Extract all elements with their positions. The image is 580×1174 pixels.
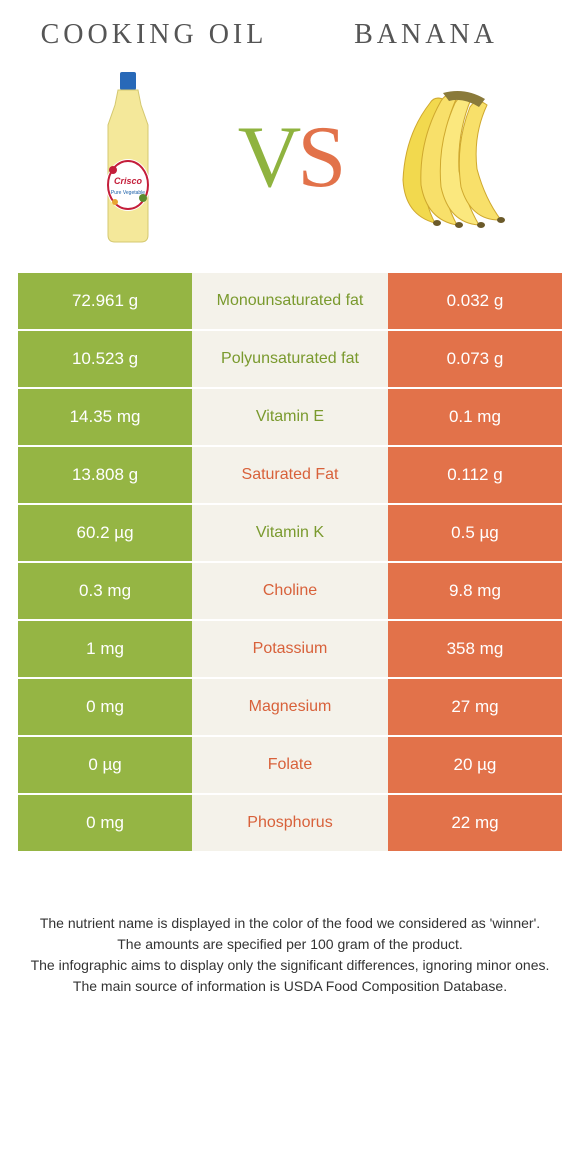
left-value: 0 mg	[18, 795, 192, 851]
right-value: 0.112 g	[388, 447, 562, 503]
right-value: 27 mg	[388, 679, 562, 735]
right-value: 358 mg	[388, 621, 562, 677]
nutrient-label: Polyunsaturated fat	[192, 331, 388, 387]
left-value: 72.961 g	[18, 273, 192, 329]
nutrient-label: Monounsaturated fat	[192, 273, 388, 329]
left-food-title: Cooking oil	[18, 20, 290, 51]
right-value: 0.5 µg	[388, 505, 562, 561]
footer-line-1: The nutrient name is displayed in the co…	[28, 913, 552, 934]
left-image-box: Crisco Pure Vegetable	[18, 63, 238, 253]
table-row: 0 µgFolate20 µg	[18, 737, 562, 793]
right-value: 20 µg	[388, 737, 562, 793]
left-value: 13.808 g	[18, 447, 192, 503]
nutrient-label: Vitamin K	[192, 505, 388, 561]
vs-s: S	[297, 109, 342, 206]
table-row: 14.35 mgVitamin E0.1 mg	[18, 389, 562, 445]
svg-text:Crisco: Crisco	[114, 176, 143, 186]
banana-icon	[375, 85, 530, 230]
table-row: 0 mgMagnesium27 mg	[18, 679, 562, 735]
left-value: 0 mg	[18, 679, 192, 735]
right-title-col: Banana	[290, 20, 562, 51]
left-value: 10.523 g	[18, 331, 192, 387]
nutrient-label: Potassium	[192, 621, 388, 677]
left-value: 14.35 mg	[18, 389, 192, 445]
table-row: 0.3 mgCholine9.8 mg	[18, 563, 562, 619]
right-value: 22 mg	[388, 795, 562, 851]
table-row: 72.961 gMonounsaturated fat0.032 g	[18, 273, 562, 329]
footer-line-3: The infographic aims to display only the…	[28, 955, 552, 976]
right-value: 0.1 mg	[388, 389, 562, 445]
nutrient-label: Saturated Fat	[192, 447, 388, 503]
left-value: 0 µg	[18, 737, 192, 793]
images-row: Crisco Pure Vegetable VS	[18, 63, 562, 253]
footer-line-4: The main source of information is USDA F…	[28, 976, 552, 997]
nutrient-label: Phosphorus	[192, 795, 388, 851]
right-value: 9.8 mg	[388, 563, 562, 619]
table-row: 13.808 gSaturated Fat0.112 g	[18, 447, 562, 503]
nutrient-table: 72.961 gMonounsaturated fat0.032 g10.523…	[18, 271, 562, 853]
table-row: 60.2 µgVitamin K0.5 µg	[18, 505, 562, 561]
left-value: 60.2 µg	[18, 505, 192, 561]
footer-line-2: The amounts are specified per 100 gram o…	[28, 934, 552, 955]
left-value: 0.3 mg	[18, 563, 192, 619]
nutrient-label: Folate	[192, 737, 388, 793]
table-row: 1 mgPotassium358 mg	[18, 621, 562, 677]
nutrient-label: Magnesium	[192, 679, 388, 735]
oil-bottle-icon: Crisco Pure Vegetable	[93, 70, 163, 245]
table-row: 0 mgPhosphorus22 mg	[18, 795, 562, 851]
vs-v: V	[238, 109, 298, 206]
nutrient-label: Choline	[192, 563, 388, 619]
left-value: 1 mg	[18, 621, 192, 677]
left-title-col: Cooking oil	[18, 20, 290, 51]
right-image-box	[342, 63, 562, 253]
vs-label: VS	[238, 107, 343, 208]
right-value: 0.073 g	[388, 331, 562, 387]
table-row: 10.523 gPolyunsaturated fat0.073 g	[18, 331, 562, 387]
footer-notes: The nutrient name is displayed in the co…	[18, 913, 562, 997]
nutrient-label: Vitamin E	[192, 389, 388, 445]
svg-text:Pure Vegetable: Pure Vegetable	[111, 190, 145, 196]
header-titles: Cooking oil Banana	[18, 20, 562, 51]
right-food-title: Banana	[290, 20, 562, 51]
right-value: 0.032 g	[388, 273, 562, 329]
